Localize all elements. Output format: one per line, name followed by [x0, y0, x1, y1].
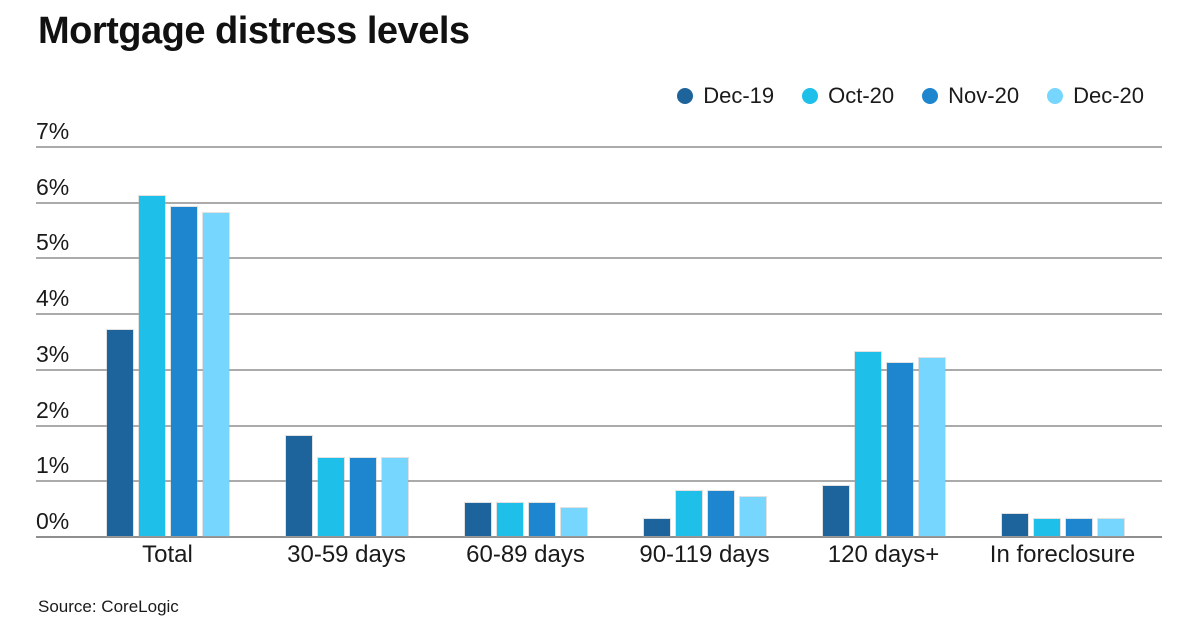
bar-group-90-119-days — [615, 147, 794, 536]
bar-dec-19-90-119-days — [643, 519, 670, 536]
legend-label: Oct-20 — [828, 83, 895, 108]
y-tick-label: 3% — [36, 340, 70, 367]
x-axis-label: 30-59 days — [287, 541, 406, 568]
gridline — [36, 480, 1162, 483]
legend-item-oct-20: Oct-20 — [802, 83, 894, 109]
bar-oct-20-30-59-days — [317, 458, 344, 536]
bar-dec-20-in-foreclosure — [1097, 519, 1124, 536]
x-axis-label: 90-119 days — [639, 541, 770, 568]
bar-dec-19-30-59-days — [285, 436, 312, 536]
y-tick-label: 4% — [36, 285, 70, 312]
bar-group-total — [78, 147, 257, 536]
bar-dec-20-total — [202, 213, 229, 536]
legend-item-nov-20: Nov-20 — [922, 83, 1019, 109]
bar-dec-20-30-59-days — [381, 458, 408, 536]
x-axis-baseline — [36, 536, 1162, 538]
bar-oct-20-total — [138, 196, 165, 536]
bar-dec-20-90-119-days — [739, 497, 766, 536]
gridline — [36, 424, 1162, 427]
bar-oct-20-90-119-days — [675, 491, 702, 536]
x-axis-label: In foreclosure — [989, 541, 1136, 568]
bar-dec-19-60-89-days — [464, 503, 491, 536]
bar-nov-20-120-days- — [886, 363, 913, 536]
chart-title: Mortgage distress levels — [38, 10, 470, 52]
legend-label: Dec-20 — [1073, 83, 1144, 108]
y-tick-label: 0% — [36, 508, 70, 534]
gridline — [36, 146, 1162, 148]
y-tick-label: 6% — [36, 173, 70, 200]
legend-item-dec-20: Dec-20 — [1047, 83, 1144, 109]
y-tick-label: 1% — [36, 452, 70, 479]
bar-oct-20-120-days- — [854, 352, 881, 536]
gridline — [36, 201, 1162, 204]
legend-label: Dec-19 — [703, 83, 775, 108]
x-axis-label: Total — [142, 541, 193, 568]
bar-dec-20-120-days- — [918, 358, 945, 536]
bar-group-120-days- — [794, 147, 973, 536]
source-note: Source: CoreLogic — [38, 597, 179, 616]
gridline — [36, 313, 1162, 316]
legend-item-dec-19: Dec-19 — [677, 83, 774, 109]
bar-nov-20-60-89-days — [528, 503, 555, 536]
bar-oct-20-60-89-days — [496, 503, 523, 536]
legend: Dec-19 Oct-20 Nov-20 Dec-20 — [677, 83, 1144, 109]
bar-group-in-foreclosure — [973, 147, 1152, 536]
legend-dot-icon — [1047, 88, 1064, 104]
legend-dot-icon — [922, 88, 939, 104]
x-axis-label: 60-89 days — [466, 541, 585, 568]
x-axis-label: 120 days+ — [827, 541, 940, 568]
bar-dec-19-total — [106, 330, 133, 536]
bar-nov-20-in-foreclosure — [1065, 519, 1092, 536]
bar-nov-20-total — [170, 207, 197, 536]
bar-dec-20-60-89-days — [560, 508, 587, 536]
legend-label: Nov-20 — [948, 83, 1020, 108]
legend-dot-icon — [802, 88, 819, 104]
y-tick-label: 7% — [36, 118, 70, 144]
bar-dec-19-120-days- — [822, 486, 849, 536]
legend-dot-icon — [677, 88, 694, 104]
y-tick-label: 2% — [36, 396, 70, 423]
bar-oct-20-in-foreclosure — [1033, 519, 1060, 536]
gridline — [36, 368, 1162, 371]
bar-nov-20-90-119-days — [707, 491, 734, 536]
gridline — [36, 257, 1162, 260]
bar-group-60-89-days — [436, 147, 615, 536]
bar-dec-19-in-foreclosure — [1001, 514, 1028, 536]
bar-nov-20-30-59-days — [349, 458, 376, 536]
bar-group-30-59-days — [257, 147, 436, 536]
y-tick-label: 5% — [36, 229, 70, 256]
